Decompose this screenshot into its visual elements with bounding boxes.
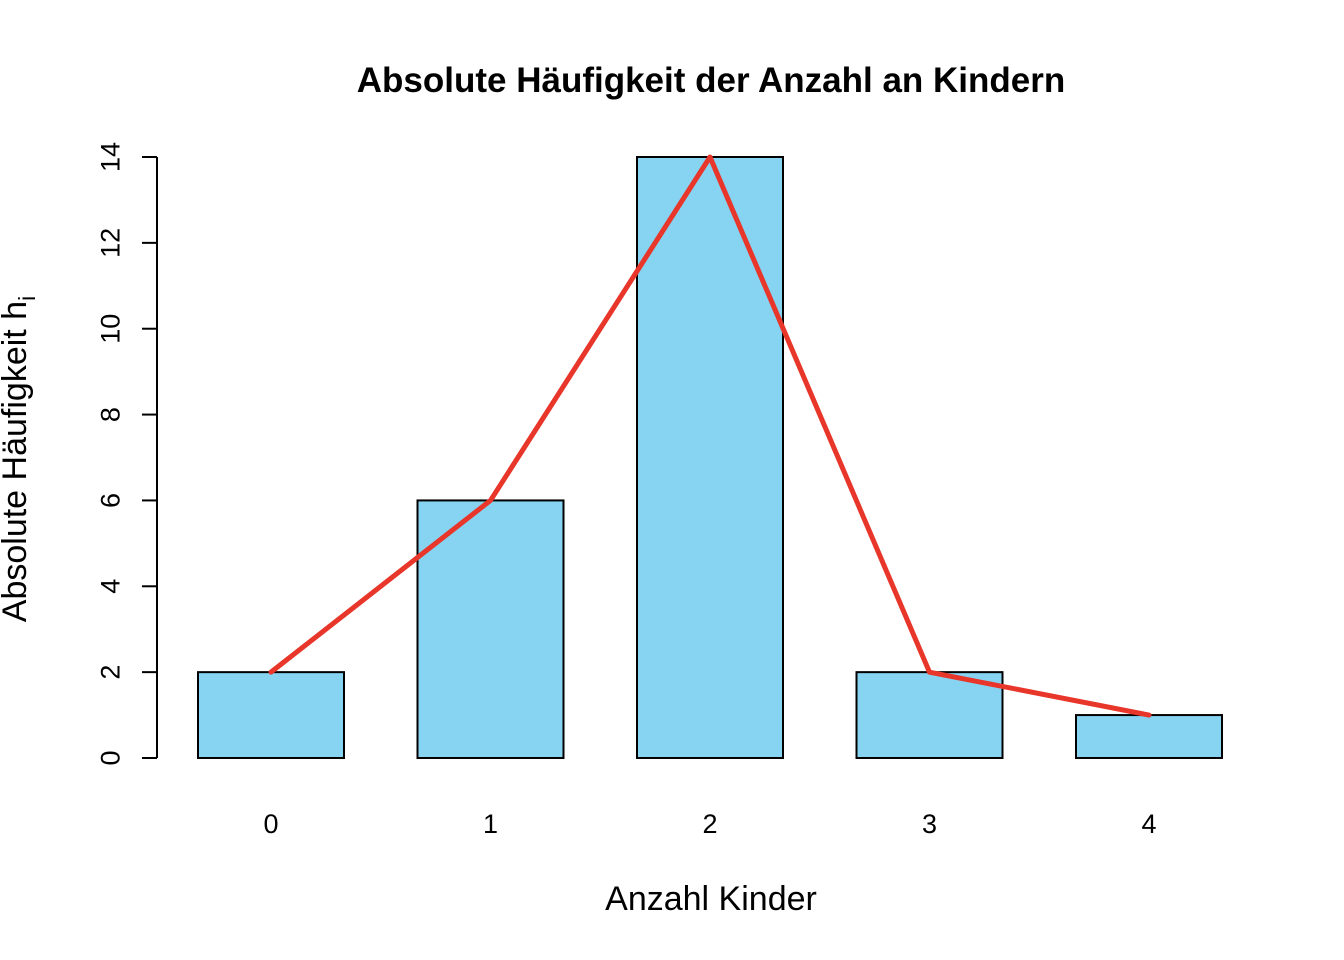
y-axis-label-subscript: i [14,296,40,301]
bar-1 [416,499,565,759]
y-tick-label: 2 [95,665,125,680]
bars [197,156,1223,760]
y-tick-label: 10 [95,314,125,344]
y-axis-label: Absolute Häufigkeit hi [0,296,40,622]
y-axis-ticks: 0 2 4 6 8 10 12 14 [95,142,157,766]
x-axis-tick-labels: 0 1 2 3 4 [263,809,1156,839]
y-axis-label-main: Absolute Häufigkeit h [0,301,34,622]
frequency-line [268,154,1152,718]
y-tick-label: 6 [95,493,125,508]
chart-title: Absolute Häufigkeit der Anzahl an Kinder… [357,61,1066,100]
x-tick-label: 3 [922,809,937,839]
bar-0 [197,671,345,760]
y-tick-label: 12 [95,228,125,258]
x-tick-label: 4 [1141,809,1156,839]
bar-3 [855,671,1004,760]
bar-2 [636,156,784,759]
y-tick-label: 0 [95,750,125,765]
x-axis-label: Anzahl Kinder [605,880,817,918]
x-tick-label: 2 [702,809,717,839]
y-tick-label: 14 [95,142,125,172]
x-tick-label: 0 [263,809,278,839]
y-tick-label: 4 [95,579,125,594]
x-tick-label: 1 [483,809,498,839]
bar-4 [1075,714,1223,759]
y-tick-label: 8 [95,407,125,422]
